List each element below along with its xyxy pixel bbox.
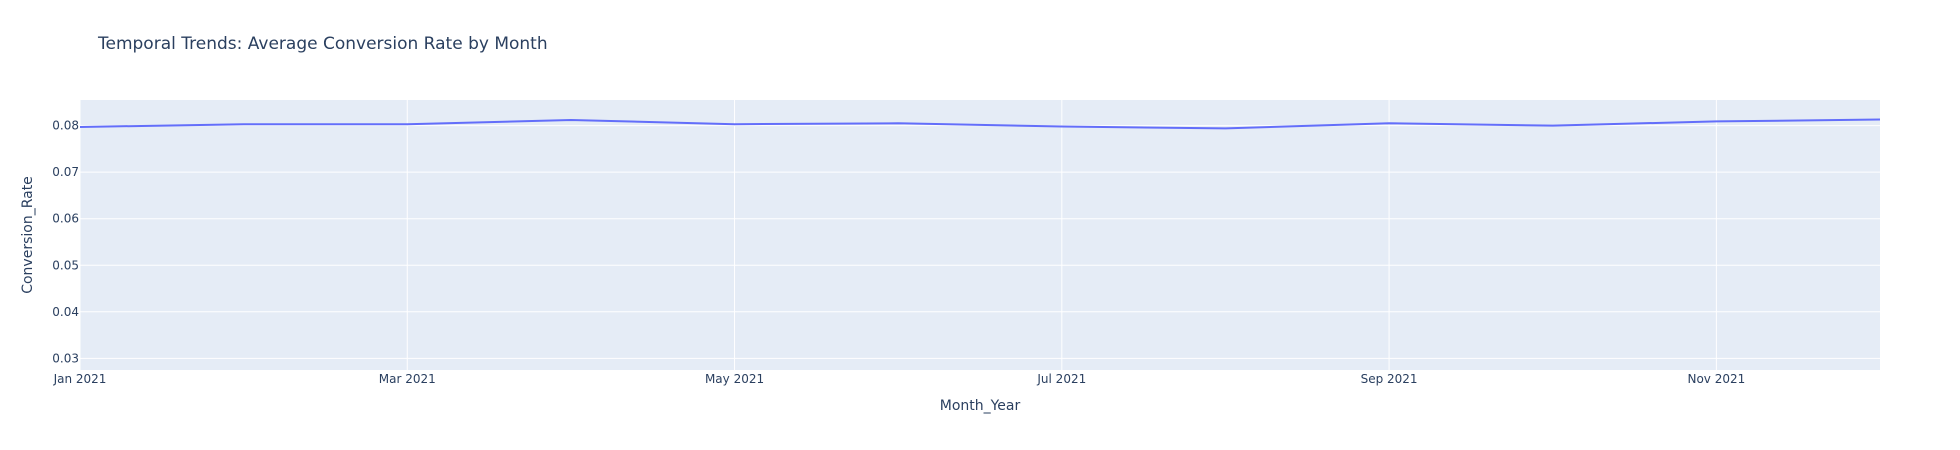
x-tick-label: Nov 2021 [1687, 372, 1745, 386]
x-tick-label: Jul 2021 [1036, 372, 1086, 386]
conversion-rate-line [79, 118, 1881, 130]
x-tick-label: Jan 2021 [53, 372, 107, 386]
x-tick-labels: Jan 2021 Mar 2021 May 2021 Jul 2021 Sep 2021… [53, 372, 1746, 386]
x-tick-label: Sep 2021 [1361, 372, 1418, 386]
x-axis-title: Month_Year [940, 398, 1021, 414]
plot-background [80, 100, 1880, 370]
y-axis-title: Conversion_Rate [20, 176, 36, 294]
y-tick-label: 0.05 [52, 258, 79, 272]
chart-title: Temporal Trends: Average Conversion Rate… [97, 34, 548, 54]
x-tick-label: Mar 2021 [379, 372, 436, 386]
y-tick-label: 0.06 [52, 212, 79, 226]
y-tick-label: 0.03 [52, 351, 79, 365]
x-tick-label: May 2021 [705, 372, 764, 386]
x-gridlines [79, 100, 1717, 370]
y-tick-label: 0.08 [52, 119, 79, 133]
y-tick-label: 0.04 [52, 305, 79, 319]
y-tick-label: 0.07 [52, 165, 79, 179]
y-tick-labels: 0.03 0.04 0.05 0.06 0.07 0.08 [52, 119, 79, 366]
